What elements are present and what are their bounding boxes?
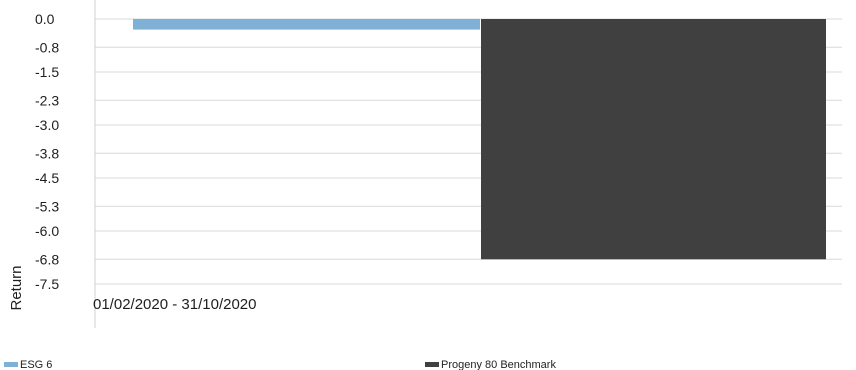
- y-tick-label: -0.8: [35, 39, 59, 55]
- y-tick-label: -5.3: [35, 198, 59, 214]
- y-axis-tick-labels: 0.0 -0.8 -1.5 -2.3 -3.0 -3.8 -4.5 -5.3 -6.0 -6.8 -…: [35, 11, 59, 292]
- legend-swatch-progeny-80-benchmark: [425, 362, 439, 367]
- bars: [133, 19, 826, 260]
- y-axis-title: Return: [8, 265, 25, 310]
- bar-esg-6: [133, 19, 480, 30]
- y-tick-label: -7.5: [35, 276, 59, 292]
- x-category-label: 01/02/2020 - 31/10/2020: [93, 296, 256, 313]
- y-tick-label: -3.0: [35, 117, 59, 133]
- bar-progeny-80-benchmark: [481, 19, 826, 260]
- legend: ESG 6 Progeny 80 Benchmark: [4, 359, 556, 370]
- y-tick-label: -2.3: [35, 92, 59, 108]
- legend-label-esg-6: ESG 6: [20, 359, 52, 370]
- y-tick-label: -6.0: [35, 223, 59, 239]
- y-tick-label: 0.0: [35, 11, 55, 27]
- y-tick-label: -6.8: [35, 251, 59, 267]
- y-tick-label: -3.8: [35, 145, 59, 161]
- legend-swatch-esg-6: [4, 362, 18, 367]
- y-tick-label: -4.5: [35, 170, 59, 186]
- legend-label-progeny-80-benchmark: Progeny 80 Benchmark: [441, 359, 556, 370]
- y-tick-label: -1.5: [35, 64, 59, 80]
